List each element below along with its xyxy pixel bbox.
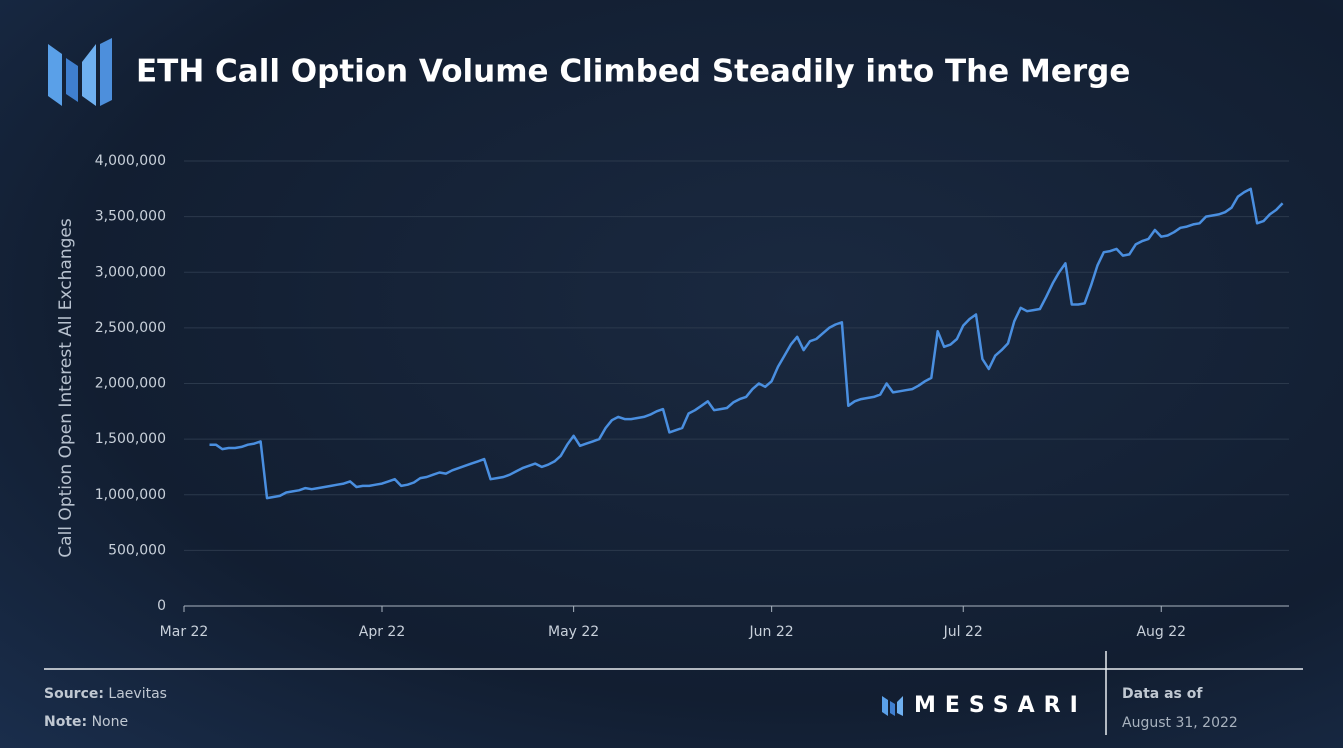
x-tick-label: Jun 22 <box>749 624 794 640</box>
note-value: None <box>92 714 129 730</box>
source: Source: Laevitas <box>44 686 167 702</box>
y-tick-label: 3,500,000 <box>95 209 166 225</box>
y-axis-label: Call Option Open Interest All Exchanges <box>56 218 76 558</box>
chart-title: ETH Call Option Volume Climbed Steadily … <box>136 54 1130 90</box>
y-tick-label: 2,000,000 <box>95 376 166 392</box>
logo <box>48 38 112 106</box>
x-tick-label: Aug 22 <box>1136 624 1186 640</box>
x-tick-label: May 22 <box>548 624 599 640</box>
brand-logo <box>882 696 903 716</box>
x-tick-label: Apr 22 <box>359 624 405 640</box>
y-tick-label: 500,000 <box>108 542 166 558</box>
y-tick-label: 2,500,000 <box>95 320 166 336</box>
note: Note: None <box>44 714 128 730</box>
note-label: Note: <box>44 714 87 730</box>
data-as-of: August 31, 2022 <box>1122 715 1238 731</box>
x-tick-label: Jul 22 <box>943 624 983 640</box>
brand: MESSARI <box>914 693 1087 718</box>
source-label: Source: <box>44 686 104 702</box>
y-tick-label: 4,000,000 <box>95 153 166 169</box>
data-line <box>209 187 1284 500</box>
y-tick-label: 1,500,000 <box>95 431 166 447</box>
data-as-of-label: Data as of <box>1122 686 1203 702</box>
y-tick-label: 3,000,000 <box>95 264 166 280</box>
y-tick-label: 1,000,000 <box>95 487 166 503</box>
y-tick-label: 0 <box>157 598 166 614</box>
x-tick-label: Mar 22 <box>160 624 209 640</box>
source-value: Laevitas <box>108 686 167 702</box>
